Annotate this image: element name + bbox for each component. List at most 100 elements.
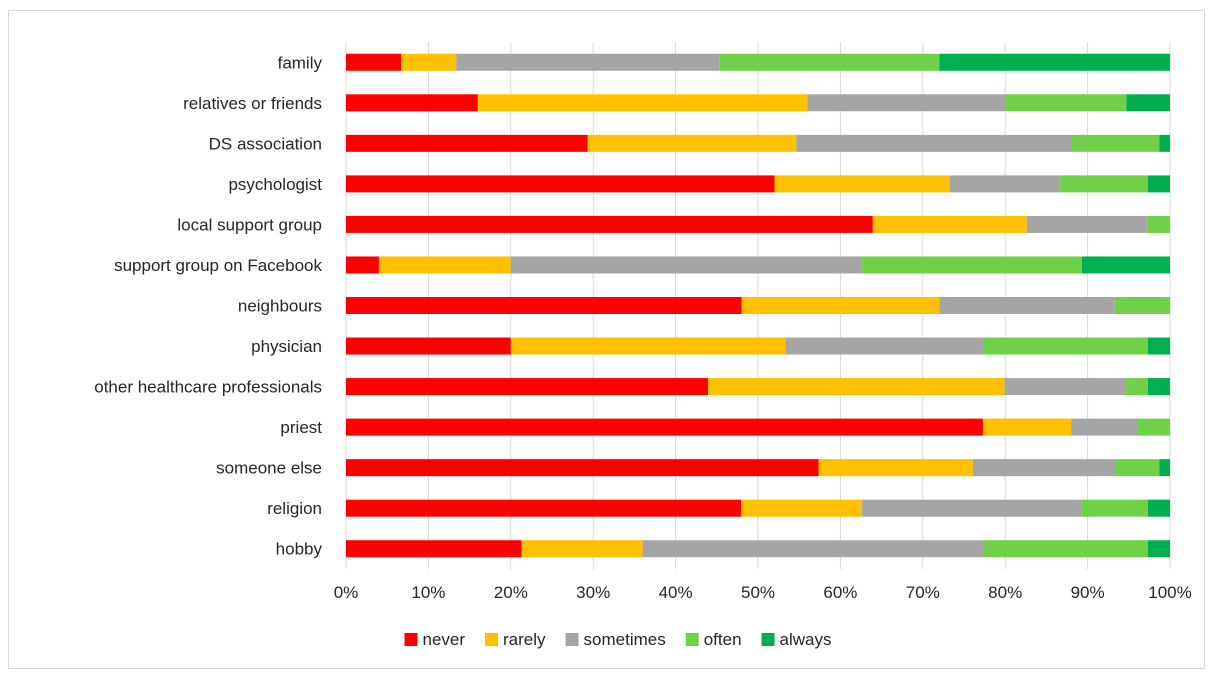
legend-label: rarely — [503, 630, 546, 649]
bar-sometimes-0 — [456, 53, 720, 71]
bar-sometimes-1 — [807, 94, 1006, 112]
bar-often-8 — [1125, 378, 1148, 396]
bar-often-2 — [1071, 134, 1160, 152]
bar-sometimes-8 — [1004, 378, 1126, 396]
category-label: support group on Facebook — [114, 256, 322, 275]
bar-never-11 — [346, 499, 742, 517]
bar-rarely-7 — [510, 337, 786, 355]
bar-rarely-3 — [774, 175, 950, 193]
category-label: other healthcare professionals — [94, 378, 322, 397]
legend-swatch — [565, 633, 579, 646]
bar-never-7 — [346, 337, 511, 355]
bar-sometimes-2 — [796, 134, 1072, 152]
bar-sometimes-6 — [939, 297, 1115, 314]
legend-item-never: never — [404, 630, 465, 649]
legend-item-always: always — [761, 630, 832, 649]
bar-always-12 — [1147, 540, 1170, 558]
x-tick-labels: 0% 10% 20% 30% 40% 50% 60% 70% 80% 90% 100% — [334, 583, 1192, 602]
bar-always-5 — [1081, 256, 1170, 274]
bar-often-7 — [982, 337, 1148, 355]
x-tick-label: 20% — [494, 583, 528, 602]
x-tick-label: 60% — [823, 583, 857, 602]
bar-never-5 — [346, 256, 379, 274]
category-label: DS association — [209, 134, 322, 153]
bar-never-4 — [346, 215, 873, 233]
bar-always-3 — [1147, 175, 1170, 193]
category-label: family — [278, 53, 323, 72]
x-tick-label: 100% — [1148, 583, 1191, 602]
bar-never-1 — [346, 94, 478, 112]
bar-never-3 — [346, 175, 775, 193]
bar-never-8 — [346, 378, 709, 396]
category-label: priest — [280, 418, 322, 437]
bar-rarely-6 — [741, 297, 940, 314]
bar-never-0 — [346, 53, 402, 71]
bar-rarely-12 — [521, 540, 643, 558]
category-label: physician — [251, 337, 322, 356]
category-label: religion — [267, 499, 322, 518]
x-tick-label: 10% — [411, 583, 445, 602]
bar-rarely-8 — [708, 378, 1005, 396]
bar-rarely-4 — [872, 215, 1027, 233]
bar-sometimes-11 — [862, 499, 1082, 517]
bar-sometimes-9 — [1071, 418, 1138, 436]
category-label: local support group — [177, 215, 322, 234]
legend-label: often — [704, 630, 742, 649]
bar-never-10 — [346, 459, 819, 477]
bar-rarely-5 — [378, 256, 511, 274]
category-label: relatives or friends — [183, 94, 322, 113]
bar-often-6 — [1114, 297, 1170, 314]
bars — [346, 53, 1170, 558]
bar-always-0 — [939, 53, 1170, 71]
bar-sometimes-4 — [1026, 215, 1148, 233]
legend-item-sometimes: sometimes — [565, 630, 666, 649]
bar-often-9 — [1137, 418, 1170, 436]
legend: never rarely sometimes often always — [404, 630, 832, 649]
bar-rarely-0 — [401, 53, 457, 71]
bar-never-6 — [346, 297, 742, 314]
x-tick-label: 80% — [988, 583, 1022, 602]
bar-rarely-10 — [818, 459, 973, 477]
bar-often-0 — [719, 53, 940, 71]
legend-swatch — [685, 633, 699, 646]
x-tick-label: 0% — [334, 583, 359, 602]
bar-always-2 — [1159, 134, 1170, 152]
bar-often-5 — [862, 256, 1082, 274]
x-tick-label: 50% — [741, 583, 775, 602]
bar-sometimes-5 — [510, 256, 863, 274]
legend-label: never — [422, 630, 465, 649]
legend-item-rarely: rarely — [485, 630, 546, 649]
category-label: hobby — [276, 540, 323, 559]
bar-rarely-1 — [477, 94, 808, 112]
bar-rarely-2 — [587, 134, 797, 152]
legend-label: always — [780, 630, 832, 649]
legend-item-often: often — [685, 630, 742, 649]
bar-sometimes-10 — [972, 459, 1116, 477]
bar-sometimes-3 — [949, 175, 1060, 193]
legend-swatch — [404, 633, 418, 646]
category-label: someone else — [216, 459, 322, 478]
bar-rarely-11 — [741, 499, 863, 517]
bar-sometimes-12 — [642, 540, 983, 558]
x-tick-label: 30% — [576, 583, 610, 602]
legend-label: sometimes — [584, 630, 666, 649]
category-labels: family relatives or friends DS association… — [94, 53, 322, 558]
bar-always-11 — [1147, 499, 1170, 517]
bar-rarely-9 — [982, 418, 1072, 436]
bar-often-1 — [1005, 94, 1127, 112]
bar-often-10 — [1115, 459, 1160, 477]
bar-always-10 — [1159, 459, 1170, 477]
x-tick-label: 40% — [659, 583, 693, 602]
category-label: neighbours — [238, 297, 322, 316]
bar-often-4 — [1147, 215, 1170, 233]
bar-often-3 — [1059, 175, 1148, 193]
bar-often-11 — [1081, 499, 1148, 517]
bar-often-12 — [982, 540, 1148, 558]
bar-always-1 — [1126, 94, 1170, 112]
legend-swatch — [761, 633, 775, 646]
bar-never-9 — [346, 418, 983, 436]
bar-never-12 — [346, 540, 522, 558]
bar-always-7 — [1147, 337, 1170, 355]
category-label: psychologist — [228, 175, 322, 194]
